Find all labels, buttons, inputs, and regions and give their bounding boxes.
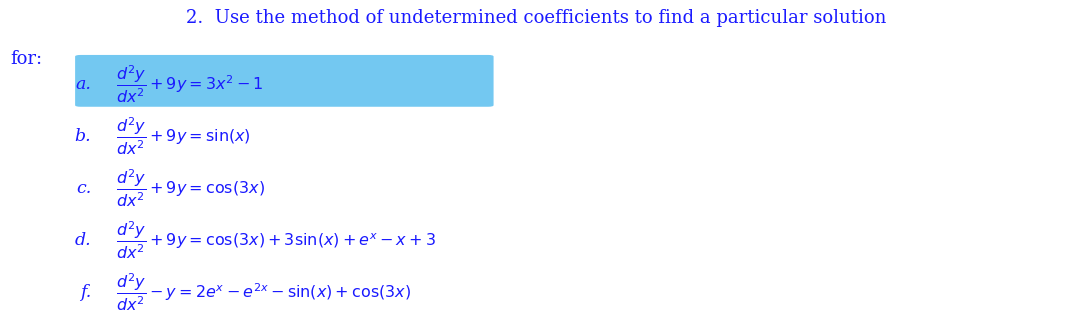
FancyBboxPatch shape [75,55,494,107]
Text: $\dfrac{d^2y}{dx^2} + 9y = \cos(3x)$: $\dfrac{d^2y}{dx^2} + 9y = \cos(3x)$ [116,168,265,209]
Text: $\dfrac{d^2y}{dx^2} + 9y = \sin(x)$: $\dfrac{d^2y}{dx^2} + 9y = \sin(x)$ [116,116,251,157]
Text: b.: b. [75,128,91,145]
Text: for:: for: [11,50,43,68]
Text: $\dfrac{d^2y}{dx^2} + 9y = 3x^2 - 1$: $\dfrac{d^2y}{dx^2} + 9y = 3x^2 - 1$ [116,64,264,106]
Text: a.: a. [75,76,91,93]
Text: f.: f. [80,284,91,300]
Text: d.: d. [75,232,91,249]
Text: 2.  Use the method of undetermined coefficients to find a particular solution: 2. Use the method of undetermined coeffi… [187,9,886,27]
Text: $\dfrac{d^2y}{dx^2} - y = 2e^{x} - e^{2x} - \sin(x) + \cos(3x)$: $\dfrac{d^2y}{dx^2} - y = 2e^{x} - e^{2x… [116,271,411,313]
Text: c.: c. [76,180,91,197]
Text: $\dfrac{d^2y}{dx^2} + 9y = \cos(3x) + 3\sin(x) + e^{x} - x + 3$: $\dfrac{d^2y}{dx^2} + 9y = \cos(3x) + 3\… [116,219,436,261]
